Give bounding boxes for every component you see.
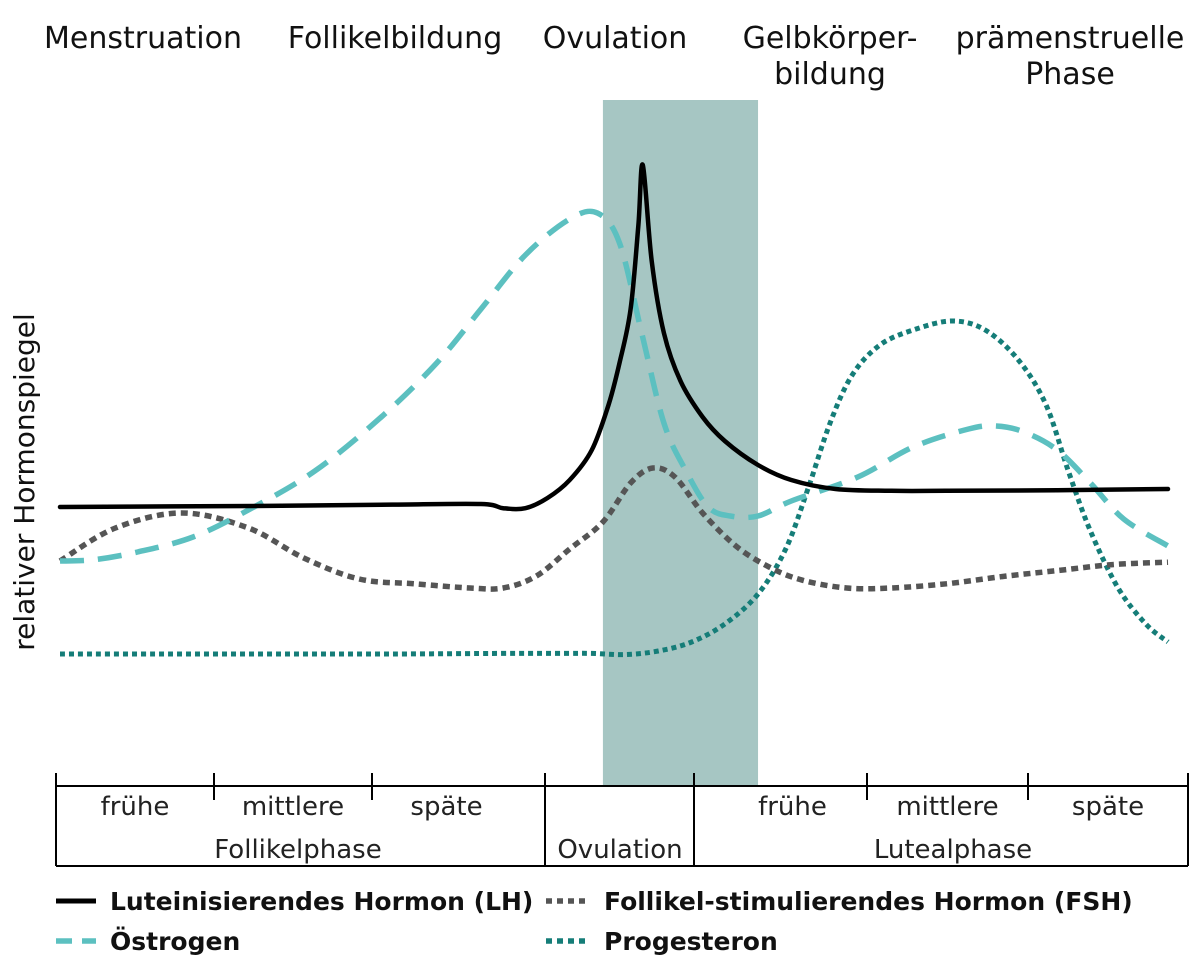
top-phase-label: Gelbkörper-bildung bbox=[743, 21, 918, 92]
subphase-label: späte bbox=[1072, 792, 1144, 822]
series-progesteron-line bbox=[60, 318, 1170, 658]
ovulation-highlight-band bbox=[602, 100, 759, 786]
legend-progesteron-label: Progesteron bbox=[604, 927, 778, 956]
y-axis-label: relativer Hormonspiegel bbox=[8, 313, 41, 651]
subphase-label: frühe bbox=[101, 792, 170, 822]
legend-oestrogen-label: Östrogen bbox=[110, 926, 240, 956]
series-fsh-line bbox=[58, 465, 1169, 592]
legend-lh-label: Luteinisierendes Hormon (LH) bbox=[110, 887, 533, 916]
top-phase-label: Ovulation bbox=[543, 21, 688, 56]
top-phase-label: Follikelbildung bbox=[288, 21, 502, 56]
top-phase-label: prämenstruelle Phase bbox=[956, 21, 1185, 92]
top-phase-label: Menstruation bbox=[44, 21, 242, 56]
series-oestrogen-line bbox=[59, 208, 1170, 564]
subphase-label: mittlere bbox=[242, 792, 344, 822]
series-lh-line bbox=[57, 162, 1171, 512]
legend-fsh-label: Follikel-stimulierendes Hormon (FSH) bbox=[604, 887, 1133, 916]
main-phase-label: Lutealphase bbox=[874, 835, 1032, 865]
main-phase-label: Ovulation bbox=[557, 835, 682, 865]
main-phase-label: Follikelphase bbox=[214, 835, 381, 865]
subphase-label: späte bbox=[410, 792, 482, 822]
subphase-label: frühe bbox=[758, 792, 827, 822]
subphase-label: mittlere bbox=[896, 792, 998, 822]
